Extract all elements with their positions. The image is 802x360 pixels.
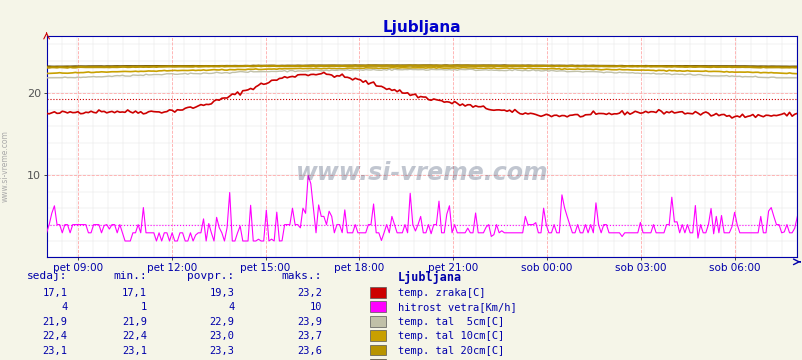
Bar: [369, 330, 385, 341]
Text: 23,1: 23,1: [122, 346, 147, 356]
Text: maks.:: maks.:: [282, 271, 322, 280]
Text: temp. tal 10cm[C]: temp. tal 10cm[C]: [397, 331, 503, 341]
Text: 23,7: 23,7: [297, 331, 322, 341]
Text: 4: 4: [61, 302, 67, 312]
Text: 10: 10: [309, 302, 322, 312]
Text: 23,6: 23,6: [297, 346, 322, 356]
Text: sedaj:: sedaj:: [27, 271, 67, 280]
Text: 23,9: 23,9: [297, 317, 322, 327]
Text: hitrost vetra[Km/h]: hitrost vetra[Km/h]: [397, 302, 516, 312]
Bar: [369, 345, 385, 355]
Text: 23,0: 23,0: [209, 331, 234, 341]
Text: temp. tal  5cm[C]: temp. tal 5cm[C]: [397, 317, 503, 327]
Text: www.si-vreme.com: www.si-vreme.com: [295, 161, 548, 185]
Bar: [369, 316, 385, 327]
Text: 17,1: 17,1: [43, 288, 67, 298]
Bar: [369, 359, 385, 360]
Text: 1: 1: [140, 302, 147, 312]
Text: 17,1: 17,1: [122, 288, 147, 298]
Text: 21,9: 21,9: [43, 317, 67, 327]
Text: temp. tal 20cm[C]: temp. tal 20cm[C]: [397, 346, 503, 356]
Text: 23,3: 23,3: [209, 346, 234, 356]
Text: 21,9: 21,9: [122, 317, 147, 327]
Text: min.:: min.:: [113, 271, 147, 280]
Title: Ljubljana: Ljubljana: [383, 20, 460, 35]
Text: 23,2: 23,2: [297, 288, 322, 298]
Text: 4: 4: [228, 302, 234, 312]
Text: 23,1: 23,1: [43, 346, 67, 356]
Text: 22,4: 22,4: [122, 331, 147, 341]
Bar: [369, 301, 385, 312]
Text: temp. zraka[C]: temp. zraka[C]: [397, 288, 484, 298]
Text: Ljubljana: Ljubljana: [397, 271, 461, 284]
Text: 22,9: 22,9: [209, 317, 234, 327]
Text: 22,4: 22,4: [43, 331, 67, 341]
Bar: [369, 287, 385, 298]
Text: 19,3: 19,3: [209, 288, 234, 298]
Text: www.si-vreme.com: www.si-vreme.com: [0, 130, 10, 202]
Text: povpr.:: povpr.:: [187, 271, 234, 280]
